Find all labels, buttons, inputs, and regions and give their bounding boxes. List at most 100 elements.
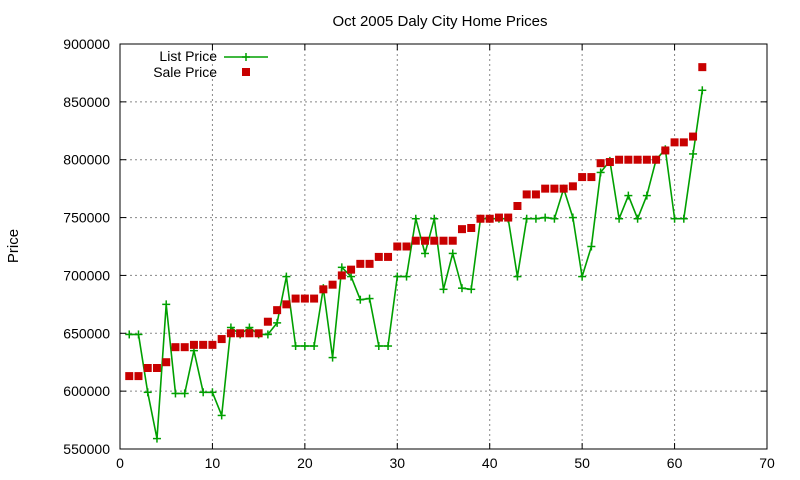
list-price-point [411,214,420,223]
sale-price-point [689,132,698,141]
sale-price-point [254,329,263,338]
y-tick-label: 900000 [63,36,110,52]
x-tick-label: 0 [116,455,124,471]
sale-price-point [642,155,651,164]
sale-price-point [162,358,171,367]
sale-price-point [393,242,402,251]
sale-price-point [494,213,503,222]
sale-price-point [605,158,614,167]
legend: List Price Sale Price [153,48,268,80]
sale-price-point [670,138,679,147]
list-price-point [171,389,180,398]
list-price-point [273,318,282,327]
sale-price-point [485,214,494,223]
legend-marker-list-price [242,53,250,61]
x-tick-label: 50 [574,455,590,471]
y-tick-label: 550000 [63,441,110,457]
y-tick-label: 650000 [63,325,110,341]
list-price-line [129,90,704,440]
x-tick-label: 20 [297,455,313,471]
sale-price-point [578,173,587,182]
sale-price-point [365,259,374,268]
list-price-point [541,213,550,222]
y-tick-label: 600000 [63,383,110,399]
list-price-point [217,411,226,420]
list-price-point [531,214,540,223]
y-tick-label: 700000 [63,267,110,283]
x-tick-label: 40 [482,455,498,471]
sale-price-point [217,335,226,344]
list-price-point [263,330,272,339]
sale-price-point [596,159,605,168]
list-price-point [624,191,633,200]
list-price-point [615,214,624,223]
list-price-point [134,330,143,339]
list-price-point [679,214,688,223]
sale-price-point [236,329,245,338]
list-price-point [384,342,393,351]
sale-price-point [152,364,161,372]
y-tick-label: 750000 [63,210,110,226]
sale-price-point [568,182,577,191]
sale-price-point [624,155,633,164]
sale-price-point [310,294,319,303]
list-price-point [642,191,651,200]
list-price-point [522,214,531,223]
x-tick-label: 70 [759,455,775,471]
sale-price-point [384,252,393,261]
list-price-point [208,388,217,397]
legend-label-sale-price: Sale Price [153,64,217,80]
plot-frame [119,43,768,450]
list-price-point [402,272,411,281]
sale-price-point [245,329,254,338]
x-tick-label: 10 [205,455,221,471]
list-price-point [282,272,291,281]
list-price-point [578,272,587,281]
chart-title: Oct 2005 Daly City Home Prices [332,13,547,30]
list-price-point [393,272,402,281]
list-price-point [430,214,439,223]
sale-price-point [587,173,596,182]
sale-price-point [226,329,235,338]
list-price-point [347,272,356,281]
axis-ticks [119,43,768,450]
list-price-point [457,284,466,293]
sale-price-point [457,225,466,234]
list-price-point [356,295,365,304]
list-price-point [698,86,707,95]
list-price-point [143,388,152,397]
x-tick-label: 60 [667,455,683,471]
list-price-point [152,434,161,443]
sale-price-point [652,155,661,164]
list-price-point [365,294,374,303]
sale-price-point [531,190,540,199]
y-tick-label: 850000 [63,94,110,110]
sale-price-point [448,236,457,245]
sale-price-point [374,252,383,261]
list-price-point [300,342,309,351]
sale-price-point [180,343,189,352]
list-price-point [337,263,346,272]
sale-price-point [208,340,217,349]
list-price-point [310,342,319,351]
list-price-point [689,149,698,158]
sale-price-point [679,138,688,147]
sale-price-point [402,242,411,251]
sale-price-point [522,190,531,199]
legend-swatch-sale-price [242,68,250,76]
sale-price-point [347,265,356,274]
x-tick-label: 30 [389,455,405,471]
sale-price-point [143,364,152,372]
sale-price-point [282,300,291,309]
list-price-point [670,214,679,223]
sale-price-point [411,236,420,245]
list-price-point [180,389,189,398]
sale-price-point [698,63,707,72]
sale-price-point [337,271,346,280]
list-price-point [421,249,430,258]
list-price-point [125,330,134,339]
sale-price-point [291,294,300,303]
y-tick-label: 800000 [63,152,110,168]
list-price-point [633,214,642,223]
